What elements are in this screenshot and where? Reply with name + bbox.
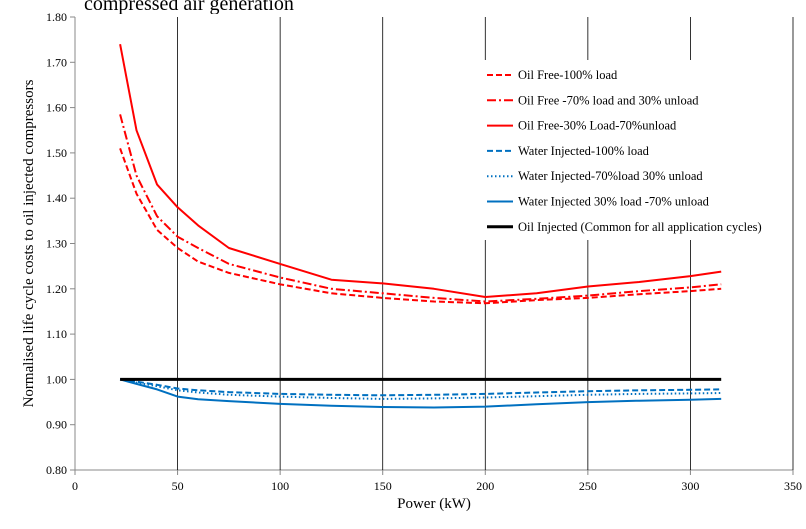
series-line-4: [119, 378, 722, 397]
x-axis-ticks: 0 50 100 150 200 250 300 350: [72, 470, 802, 493]
top-caption-text: compressed air generation: [84, 0, 294, 14]
series-line-3: [119, 44, 722, 298]
top-caption-fragment: compressed air generation: [0, 0, 806, 14]
legend-label: Oil Free-100% load: [518, 68, 618, 82]
legend-label: Oil Free-30% Load-70%unload: [518, 119, 677, 133]
series-line-5: [119, 378, 722, 400]
y-tick-label: 1.30: [46, 237, 67, 251]
x-tick-label: 100: [271, 479, 289, 493]
y-tick-label: 1.10: [46, 327, 67, 341]
top-caption-svg: compressed air generation: [84, 0, 294, 14]
legend-label: Water Injected-70%load 30% unload: [518, 169, 703, 183]
y-tick-label: 1.00: [46, 372, 67, 386]
x-tick-label: 50: [172, 479, 184, 493]
y-tick-label: 0.80: [46, 463, 67, 477]
x-tick-label: 0: [72, 479, 78, 493]
x-tick-label: 350: [784, 479, 802, 493]
x-tick-label: 200: [476, 479, 494, 493]
y-tick-label: 1.80: [46, 10, 67, 24]
legend-label: Water Injected-100% load: [518, 144, 650, 158]
y-tick-label: 1.70: [46, 55, 67, 69]
series-line-1: [119, 148, 722, 305]
y-tick-label: 1.50: [46, 146, 67, 160]
y-axis-ticks: 0.80 0.90 1.00 1.10 1.20 1.30 1.40 1.50 1.60 1.70…: [46, 10, 75, 477]
y-axis-title: Normalised life cycle costs to oil injec…: [21, 79, 37, 407]
x-tick-label: 150: [374, 479, 392, 493]
legend-label: Oil Free -70% load and 30% unload: [518, 93, 699, 107]
legend: Oil Free-100% load Oil Free -70% load and…: [480, 60, 782, 240]
x-tick-label: 300: [681, 479, 699, 493]
y-tick-label: 1.40: [46, 191, 67, 205]
legend-label: Oil Injected (Common for all application…: [518, 220, 762, 234]
y-tick-label: 0.90: [46, 418, 67, 432]
legend-label: Water Injected 30% load -70% unload: [518, 195, 710, 209]
series-layer: [119, 44, 722, 409]
x-axis-title: Power (kW): [397, 496, 471, 512]
y-tick-label: 1.60: [46, 101, 67, 115]
y-tick-label: 1.20: [46, 282, 67, 296]
x-tick-label: 250: [579, 479, 597, 493]
series-line-6: [119, 378, 722, 409]
series-line-2: [119, 114, 722, 303]
legend-box: [480, 60, 782, 240]
